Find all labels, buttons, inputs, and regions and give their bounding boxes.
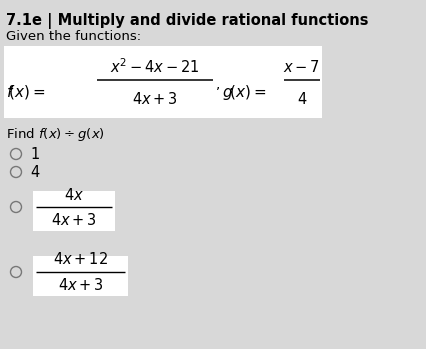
Text: $4x$: $4x$ (64, 187, 84, 203)
Text: $4$: $4$ (30, 164, 40, 180)
Text: $4$: $4$ (297, 91, 307, 107)
FancyBboxPatch shape (4, 46, 322, 118)
FancyBboxPatch shape (33, 191, 115, 231)
Text: $g\!\left(x\right) =$: $g\!\left(x\right) =$ (222, 82, 266, 102)
Text: $4x+3$: $4x+3$ (132, 91, 178, 107)
Text: 7.1e | Multiply and divide rational functions: 7.1e | Multiply and divide rational func… (6, 13, 368, 29)
Text: Find $f(x)\div g(x)$: Find $f(x)\div g(x)$ (6, 126, 105, 143)
Text: $1$: $1$ (30, 146, 40, 162)
Text: $4x+12$: $4x+12$ (53, 251, 108, 267)
FancyBboxPatch shape (33, 256, 128, 296)
Text: $f\!\left(x\right) =$: $f\!\left(x\right) =$ (6, 83, 46, 101)
Text: $4x+3$: $4x+3$ (51, 212, 97, 228)
Text: $x^2-4x-21$: $x^2-4x-21$ (110, 58, 200, 76)
Text: Given the functions:: Given the functions: (6, 30, 141, 43)
Text: ,: , (216, 77, 220, 91)
Text: $4x+3$: $4x+3$ (58, 277, 104, 293)
Text: $x-7$: $x-7$ (283, 59, 320, 75)
